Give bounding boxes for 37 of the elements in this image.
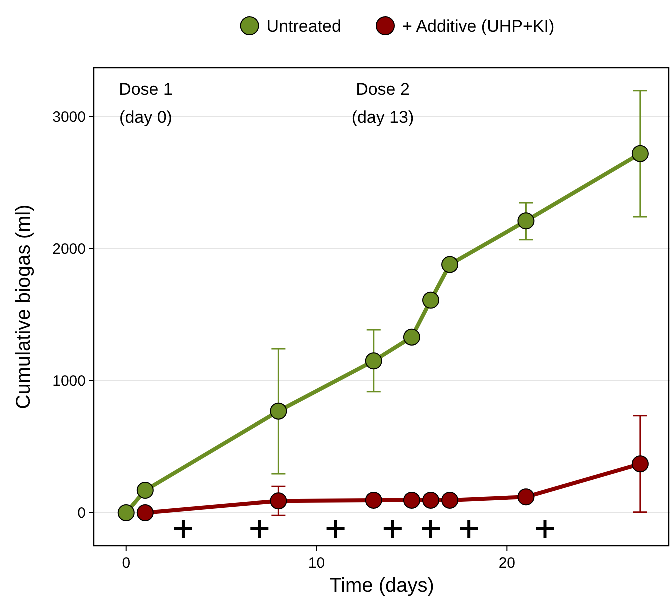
point bbox=[632, 145, 649, 162]
point bbox=[420, 518, 442, 540]
point bbox=[422, 492, 440, 509]
y-axis-title: Cumulative biogas (ml) bbox=[13, 204, 35, 410]
x-tick-label: 20 bbox=[498, 555, 516, 572]
point bbox=[172, 518, 194, 540]
point bbox=[632, 456, 649, 473]
point bbox=[442, 256, 459, 274]
x-tick-label: 10 bbox=[308, 555, 326, 572]
legend-label: + Additive (UHP+KI) bbox=[402, 17, 555, 36]
point bbox=[458, 518, 480, 540]
point bbox=[270, 492, 288, 510]
point bbox=[382, 518, 404, 540]
point bbox=[365, 492, 382, 509]
y-tick-label: 0 bbox=[78, 504, 86, 522]
point bbox=[136, 482, 154, 500]
annotation: Dose 1 (day 0) bbox=[119, 80, 173, 127]
y-tick-label: 1000 bbox=[52, 372, 86, 390]
point bbox=[136, 504, 154, 522]
point bbox=[325, 518, 346, 540]
point bbox=[365, 352, 382, 370]
point bbox=[270, 402, 288, 420]
point bbox=[442, 492, 459, 509]
point bbox=[118, 504, 135, 522]
point bbox=[403, 492, 420, 509]
point bbox=[403, 328, 420, 346]
annotation: Dose 2 (day 13) bbox=[352, 80, 414, 127]
point bbox=[534, 518, 556, 540]
x-tick-label: 0 bbox=[122, 555, 131, 572]
point bbox=[518, 212, 535, 230]
y-tick-label: 2000 bbox=[52, 240, 86, 258]
y-tick-label: 3000 bbox=[52, 108, 86, 126]
point bbox=[422, 292, 440, 309]
legend-label: Untreated bbox=[266, 17, 342, 36]
point bbox=[518, 488, 535, 506]
point bbox=[249, 518, 270, 540]
x-axis-title: Time (days) bbox=[330, 575, 434, 596]
